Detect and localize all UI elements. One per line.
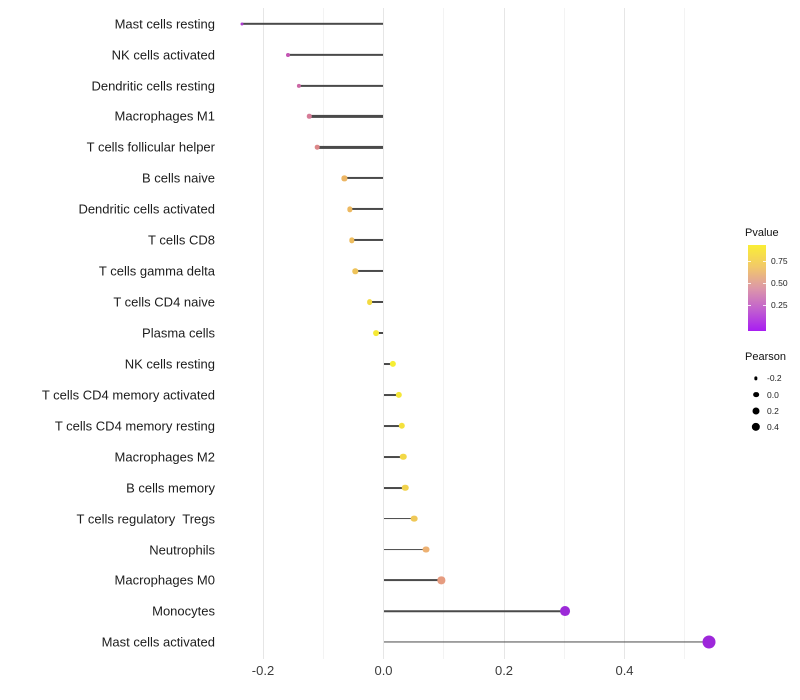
data-point — [286, 52, 291, 57]
stem-line — [369, 301, 384, 304]
row-label: Monocytes — [152, 603, 215, 619]
row-label: Dendritic cells resting — [91, 78, 215, 94]
gridline-major — [262, 8, 264, 659]
stem-line — [375, 331, 384, 335]
row-label: B cells naive — [142, 170, 215, 186]
stem-line — [383, 579, 442, 582]
data-point — [395, 391, 402, 399]
data-point — [366, 299, 373, 305]
stem-line — [351, 239, 384, 242]
stem-line — [344, 177, 384, 180]
size-legend-dot — [754, 376, 758, 380]
x-tick-label: -0.2 — [251, 663, 275, 678]
pvalue-colorbar — [748, 245, 766, 331]
row-label: NK cells activated — [111, 47, 215, 63]
stem-line — [383, 424, 402, 427]
size-legend-label: 0.4 — [767, 422, 779, 433]
data-point — [410, 515, 418, 522]
stem-line — [383, 641, 709, 643]
size-legend-dot — [752, 407, 760, 415]
data-point — [400, 453, 407, 460]
colorbar-tick — [763, 260, 766, 262]
row-label: NK cells resting — [124, 356, 215, 372]
row-label: T cells gamma delta — [98, 263, 215, 279]
x-tick-label: 0.2 — [494, 663, 514, 678]
data-point — [352, 268, 358, 274]
colorbar-tick — [763, 282, 766, 284]
data-point — [341, 175, 347, 181]
size-legend-label: 0.0 — [767, 389, 779, 400]
size-legend-label: -0.2 — [767, 373, 782, 384]
colorbar-tick — [748, 260, 751, 262]
row-label: Macrophages M0 — [114, 572, 215, 588]
data-point — [390, 360, 397, 368]
gridline-major — [624, 8, 625, 659]
data-point — [422, 546, 430, 553]
data-point — [559, 606, 570, 617]
gridline-minor — [563, 8, 565, 659]
data-point — [437, 576, 445, 585]
stem-line — [349, 208, 384, 211]
data-point — [401, 484, 409, 491]
gridline-minor — [684, 8, 686, 659]
pearson-legend-title: Pearson — [745, 351, 786, 363]
pvalue-legend-title: Pvalue — [745, 227, 779, 239]
stem-line — [383, 548, 426, 551]
stem-line — [383, 610, 565, 613]
size-legend-label: 0.2 — [767, 405, 779, 416]
colorbar-tick — [748, 304, 751, 306]
stem-line — [383, 517, 415, 520]
row-label: Plasma cells — [142, 325, 215, 341]
row-label: T cells CD4 naive — [113, 294, 215, 310]
gridline-minor — [443, 8, 445, 659]
stem-line — [241, 22, 384, 25]
row-label: T cells CD4 memory activated — [41, 387, 215, 403]
row-label: Neutrophils — [149, 542, 215, 557]
stem-line — [383, 393, 399, 396]
data-point — [347, 206, 353, 212]
size-legend-dot — [753, 391, 759, 398]
stem-line — [299, 84, 384, 87]
colorbar-tick — [748, 282, 751, 284]
colorbar-tick-label: 0.75 — [771, 256, 788, 267]
row-label: Macrophages M2 — [114, 449, 215, 465]
stem-line — [288, 53, 384, 56]
data-point — [372, 330, 379, 336]
data-point — [398, 422, 405, 429]
row-label: Mast cells resting — [114, 16, 215, 32]
data-point — [348, 237, 355, 243]
row-label: T cells follicular helper — [86, 139, 215, 155]
row-label: T cells CD8 — [148, 232, 215, 248]
colorbar-tick — [763, 304, 766, 306]
size-legend-dot — [751, 423, 761, 432]
gridline-minor — [322, 8, 324, 659]
row-label: Macrophages M1 — [114, 108, 215, 124]
stem-line — [383, 455, 404, 458]
stem-line — [309, 115, 384, 118]
stem-line — [355, 270, 384, 273]
gridline-major — [383, 8, 384, 659]
colorbar-tick-label: 0.25 — [771, 300, 788, 311]
row-label: Dendritic cells activated — [78, 201, 215, 217]
gridline-major — [503, 8, 505, 659]
row-label: Mast cells activated — [101, 634, 215, 650]
x-tick-label: 0.4 — [615, 663, 634, 678]
row-label: T cells regulatory Tregs — [76, 511, 215, 527]
stem-line — [383, 486, 406, 489]
data-point — [297, 83, 302, 88]
row-label: B cells memory — [126, 480, 215, 496]
data-point — [702, 635, 716, 649]
data-point — [307, 114, 312, 119]
colorbar-tick-label: 0.50 — [771, 278, 788, 289]
row-label: T cells CD4 memory resting — [54, 418, 215, 434]
stem-line — [383, 362, 394, 365]
x-tick-label: 0.0 — [374, 663, 393, 678]
data-point — [314, 145, 320, 150]
stem-line — [317, 146, 384, 149]
data-point — [240, 22, 244, 26]
